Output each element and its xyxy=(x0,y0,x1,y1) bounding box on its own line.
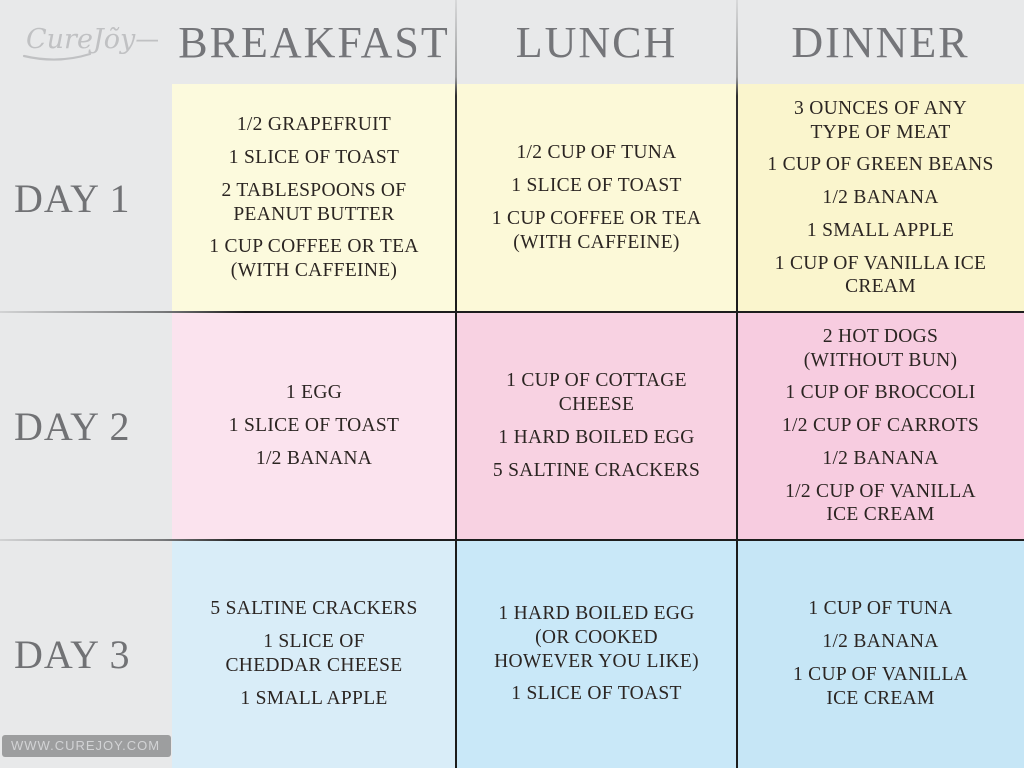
meal-item: 1 SLICE OF TOAST xyxy=(511,175,682,197)
meal-item: 5 SALTINE CRACKERS xyxy=(210,598,418,620)
meal-item: 1/2 GRAPEFRUIT xyxy=(236,114,392,136)
meal-item: 1 CUP OF BROCCOLI xyxy=(785,382,976,404)
row-divider-1 xyxy=(0,311,1024,313)
column-divider-1 xyxy=(455,0,457,768)
meal-item: 2 TABLESPOONS OF PEANUT BUTTER xyxy=(221,179,407,225)
meal-item: 1/2 BANANA xyxy=(822,187,939,209)
meal-cell-day2-breakfast: 1 EGG 1 SLICE OF TOAST 1/2 BANANA xyxy=(172,312,456,540)
meal-cell-day3-dinner: 1 CUP OF TUNA 1/2 BANANA 1 CUP OF VANILLA … xyxy=(737,540,1024,768)
meal-item: 1 SLICE OF TOAST xyxy=(228,415,400,437)
meal-item: 1 SMALL APPLE xyxy=(240,687,388,709)
meal-item: 1/2 CUP OF VANILLA ICE CREAM xyxy=(785,480,976,526)
meal-item: 1 SLICE OF TOAST xyxy=(228,146,400,168)
meal-item: 1/2 CUP OF CARROTS xyxy=(781,415,980,437)
meal-item: 1 CUP OF COTTAGE CHEESE xyxy=(506,370,687,416)
meal-item: 1 SLICE OF TOAST xyxy=(511,683,682,705)
meal-item: 1/2 CUP OF TUNA xyxy=(516,142,677,164)
curejoy-logo: CureJõy— xyxy=(18,14,162,77)
meal-item: 1 SLICE OF CHEDDAR CHEESE xyxy=(225,631,403,676)
meal-item: 1 CUP OF VANILLA ICE CREAM xyxy=(792,664,969,709)
meal-cell-day1-dinner: 3 OUNCES OF ANY TYPE OF MEAT 1 CUP OF GRE… xyxy=(737,84,1024,312)
column-header-breakfast: BREAKFAST xyxy=(178,17,450,67)
meal-item: 1/2 BANANA xyxy=(822,631,939,653)
meal-item: 1 CUP COFFEE OR TEA (WITH CAFFEINE) xyxy=(209,236,419,282)
meal-cell-day3-breakfast: 5 SALTINE CRACKERS 1 SLICE OF CHEDDAR CHE… xyxy=(172,540,456,768)
meal-item: 1 SMALL APPLE xyxy=(806,219,955,241)
meal-cell-day1-breakfast: 1/2 GRAPEFRUIT 1 SLICE OF TOAST 2 TABLESPO… xyxy=(172,84,456,312)
meal-item: 3 OUNCES OF ANY TYPE OF MEAT xyxy=(794,97,967,143)
row-header-day3: DAY 3 xyxy=(14,631,131,677)
meal-cell-day1-lunch: 1/2 CUP OF TUNA 1 SLICE OF TOAST 1 CUP COF… xyxy=(456,84,737,312)
row-header-day1: DAY 1 xyxy=(14,175,131,221)
meal-item: 1 EGG xyxy=(285,382,343,404)
meal-item: 1/2 BANANA xyxy=(822,447,939,469)
meal-item: 5 SALTINE CRACKERS xyxy=(492,459,701,481)
logo-swash xyxy=(22,52,92,61)
meal-item: 1 HARD BOILED EGG xyxy=(498,427,695,448)
watermark-badge: WWW.CUREJOY.COM xyxy=(2,735,172,757)
meal-item: 2 HOT DOGS (WITHOUT BUN) xyxy=(803,325,958,371)
meal-item: 1 HARD BOILED EGG (OR COOKED HOWEVER YOU… xyxy=(494,602,699,672)
meal-cell-day2-lunch: 1 CUP OF COTTAGE CHEESE 1 HARD BOILED EGG… xyxy=(456,312,737,540)
meal-item: 1 CUP COFFEE OR TEA (WITH CAFFEINE) xyxy=(491,208,702,253)
meal-cell-day3-lunch: 1 HARD BOILED EGG (OR COOKED HOWEVER YOU… xyxy=(456,540,737,768)
row-divider-2 xyxy=(0,539,1024,541)
meal-item: 1 CUP OF TUNA xyxy=(808,598,953,620)
column-divider-2 xyxy=(736,0,738,768)
logo-text-svg: CureJõy— xyxy=(26,24,158,55)
meal-item: 1 CUP OF GREEN BEANS xyxy=(767,154,994,176)
meal-item: 1/2 BANANA xyxy=(255,447,373,469)
column-header-dinner: DINNER xyxy=(791,17,970,67)
meal-item: 1 CUP OF VANILLA ICE CREAM xyxy=(774,252,987,298)
column-header-lunch: LUNCH xyxy=(515,17,678,67)
meal-cell-day2-dinner: 2 HOT DOGS (WITHOUT BUN) 1 CUP OF BROCCOL… xyxy=(737,312,1024,540)
row-header-day2: DAY 2 xyxy=(14,403,131,449)
